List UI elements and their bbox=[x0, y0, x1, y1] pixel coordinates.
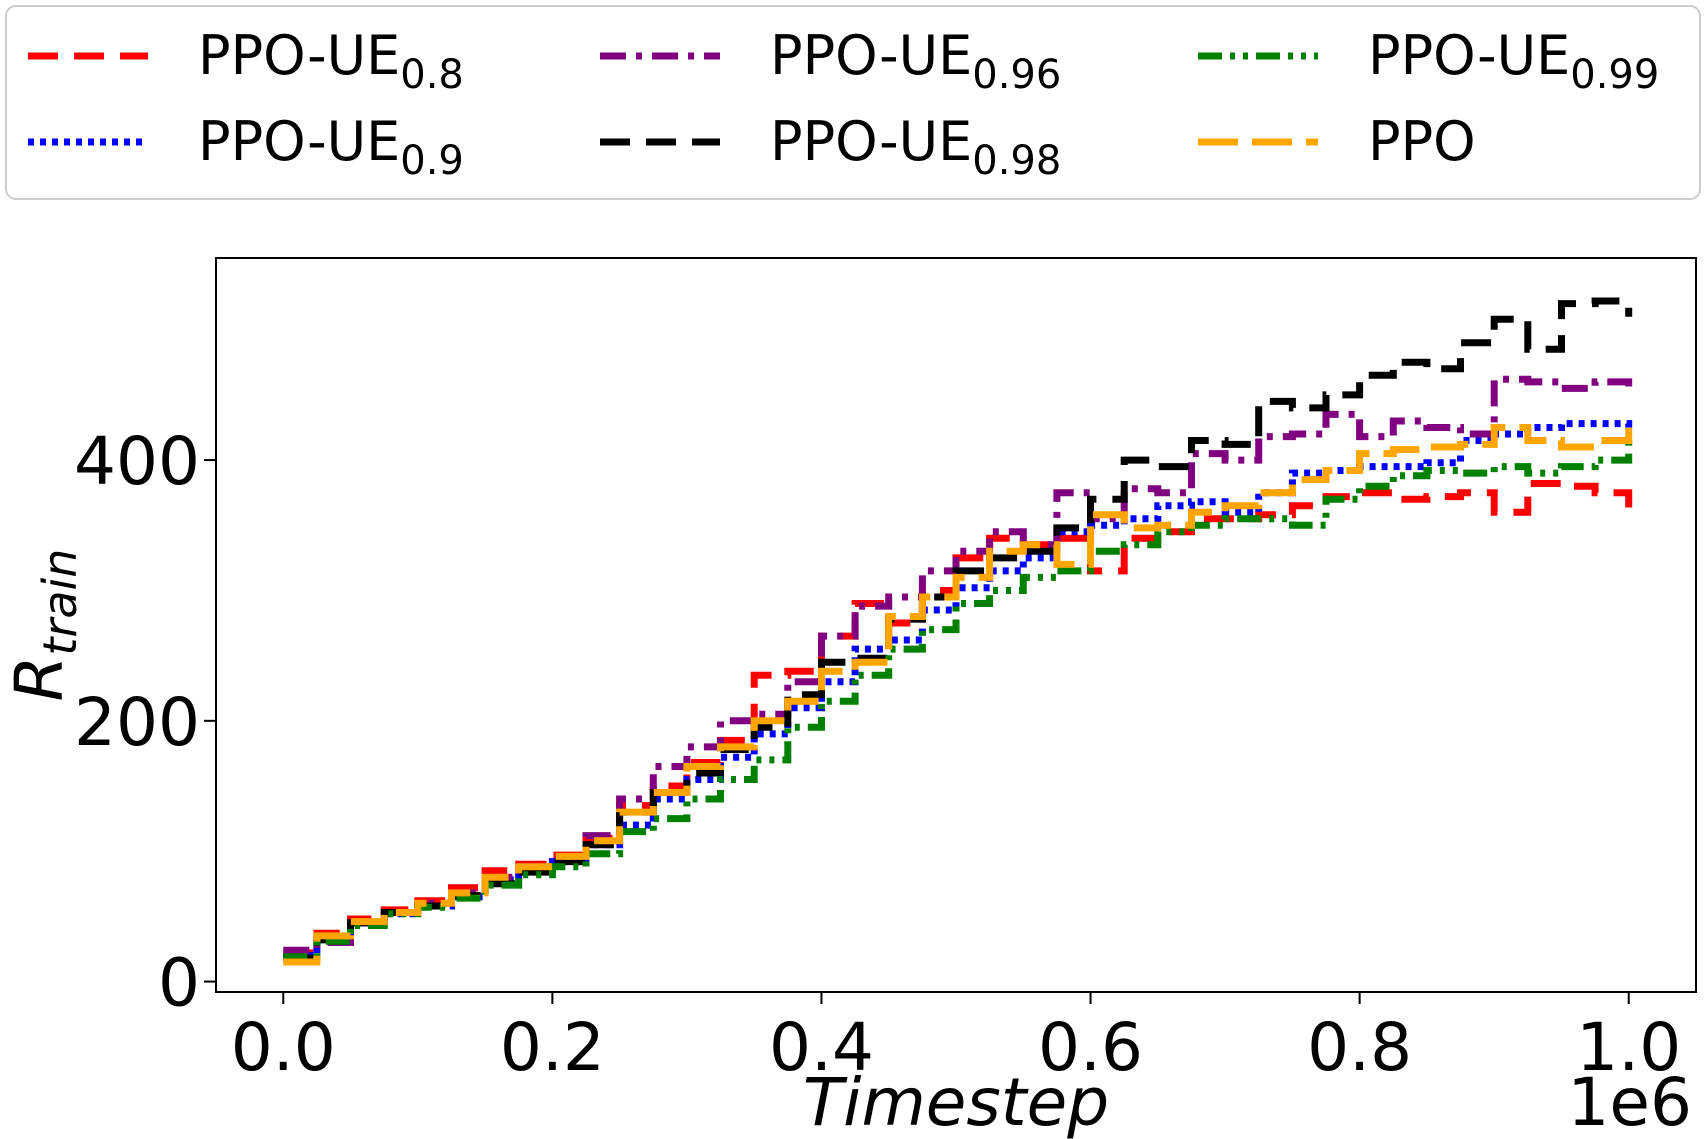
legend-label: PPO-UE0.99 bbox=[1368, 24, 1659, 98]
legend-entries: PPO-UE0.8 PPO-UE0.9 PPO-UE0.96 PPO-UE0.98 PP… bbox=[28, 24, 1659, 184]
x-tick-label: 0.4 bbox=[769, 1009, 874, 1086]
series-layer bbox=[283, 297, 1633, 966]
x-axis-ticks: 0.0 0.2 0.4 0.6 0.8 1.0 bbox=[231, 992, 1681, 1086]
legend-entry: PPO-UE0.9 bbox=[28, 110, 464, 184]
legend-entry: PPO-UE0.99 bbox=[1198, 24, 1659, 98]
series-line-0.8 bbox=[283, 480, 1633, 957]
x-tick-label: 0.6 bbox=[1038, 1009, 1143, 1086]
legend-entry: PPO bbox=[1198, 110, 1476, 173]
x-axis-label: Timestep bbox=[803, 1064, 1109, 1139]
y-tick-label: 200 bbox=[74, 684, 200, 761]
legend-label: PPO-UE0.9 bbox=[198, 110, 464, 184]
plot-area: 0.0 0.2 0.4 0.6 0.8 1.0 0 200 400 bbox=[74, 257, 1697, 1086]
legend-label: PPO-UE0.96 bbox=[770, 24, 1061, 98]
x-tick-label: 0.0 bbox=[231, 1009, 336, 1086]
series-line-ppo bbox=[283, 424, 1633, 966]
x-tick-label: 1.0 bbox=[1576, 1009, 1681, 1086]
legend-label: PPO-UE0.98 bbox=[770, 110, 1061, 184]
y-tick-label: 0 bbox=[158, 945, 200, 1022]
x-tick-label: 0.2 bbox=[500, 1009, 605, 1086]
x-axis-offset-label: 1e6 bbox=[1567, 1064, 1692, 1139]
x-tick-label: 0.8 bbox=[1307, 1009, 1412, 1086]
y-tick-label: 400 bbox=[74, 423, 200, 500]
legend-entry: PPO-UE0.8 bbox=[28, 24, 464, 98]
legend-entry: PPO-UE0.96 bbox=[600, 24, 1061, 98]
series-line-0.99 bbox=[283, 436, 1633, 961]
y-axis-ticks: 0 200 400 bbox=[74, 423, 216, 1022]
series-line-0.96 bbox=[283, 375, 1633, 954]
series-line-0.98 bbox=[283, 297, 1633, 962]
y-axis-label-subscript: train bbox=[33, 549, 87, 656]
legend-entry: PPO-UE0.98 bbox=[600, 110, 1061, 184]
legend-label: PPO-UE0.8 bbox=[198, 24, 464, 98]
legend: PPO-UE0.8 PPO-UE0.9 PPO-UE0.96 PPO-UE0.98 PP… bbox=[5, 5, 1701, 200]
y-axis-label-main: R bbox=[1, 656, 78, 702]
y-axis-label: Rtrain bbox=[1, 549, 87, 702]
legend-label: PPO bbox=[1368, 110, 1476, 173]
